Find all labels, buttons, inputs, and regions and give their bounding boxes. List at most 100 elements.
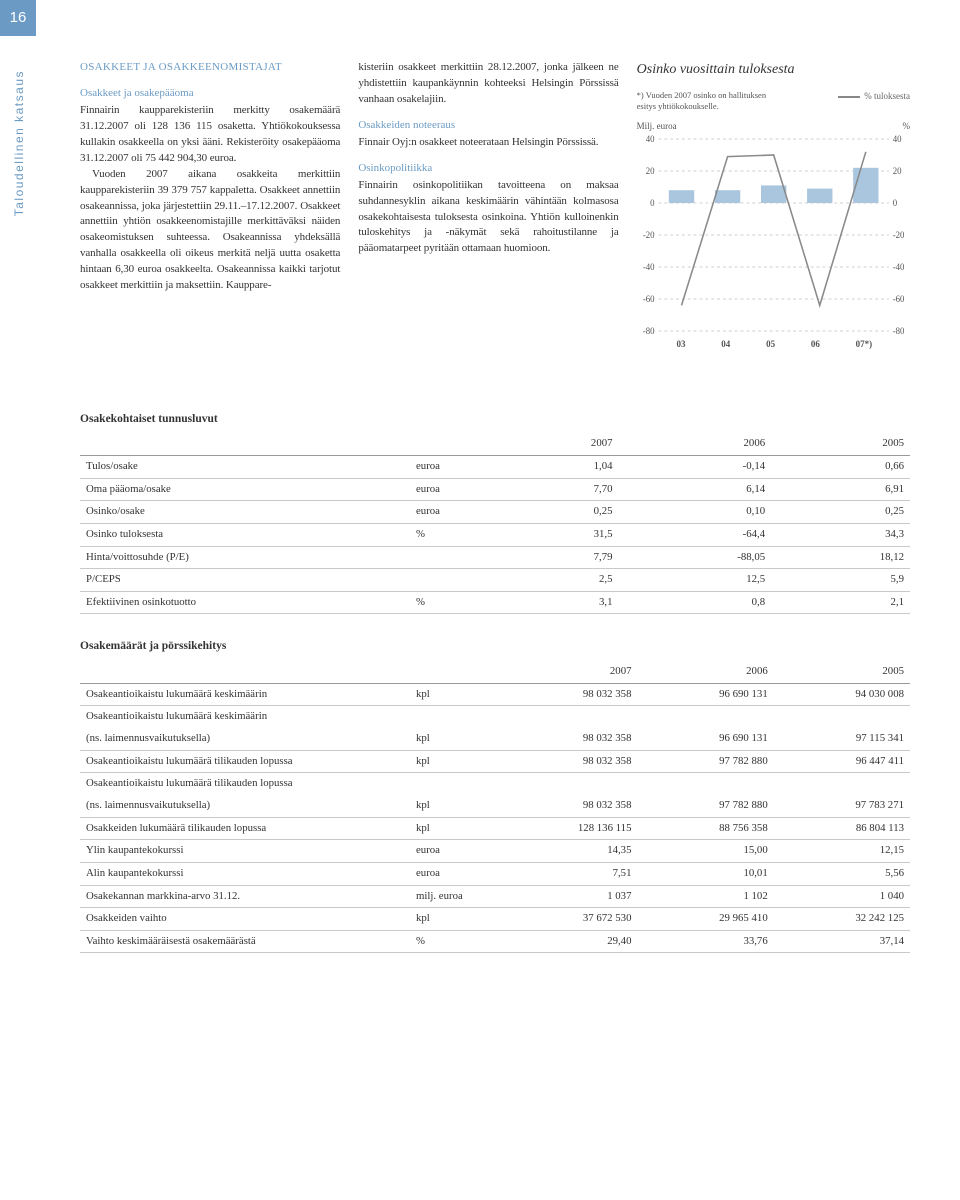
table-cell: 7,51 <box>490 862 637 885</box>
table-row-label: Oma pääoma/osake <box>80 478 410 501</box>
svg-text:40: 40 <box>892 135 901 144</box>
svg-text:-40: -40 <box>892 261 904 271</box>
table-cell: 6,14 <box>619 478 772 501</box>
table-cell: 98 032 358 <box>490 728 637 750</box>
svg-text:20: 20 <box>645 165 654 175</box>
table-cell: milj. euroa <box>410 885 490 908</box>
text-columns: OSAKKEET JA OSAKKEENOMISTAJAT Osakkeet j… <box>80 60 910 351</box>
table-per-share: Osakekohtaiset tunnusluvut 200720062005 T… <box>80 411 910 615</box>
table-cell: kpl <box>410 817 490 840</box>
table-header: 2005 <box>771 433 910 455</box>
table-cell <box>410 546 490 569</box>
table-cell: 98 032 358 <box>490 750 637 773</box>
table-row-label: Vaihto keskimääräisestä osakemäärästä <box>80 930 410 953</box>
table-row-label: Ylin kaupantekokurssi <box>80 840 410 863</box>
table-cell: 97 782 880 <box>637 795 773 817</box>
column-1: OSAKKEET JA OSAKKEENOMISTAJAT Osakkeet j… <box>80 60 340 351</box>
section-subheading: Osinkopolitiikka <box>358 161 618 177</box>
table-row-label: Osakkeiden vaihto <box>80 908 410 931</box>
table-cell: 18,12 <box>771 546 910 569</box>
table-cell: % <box>410 591 490 614</box>
table-cell: 12,5 <box>619 569 772 592</box>
chart-legend-row: *) Vuoden 2007 osinko on hallituksen esi… <box>637 90 910 111</box>
table-cell: 14,35 <box>490 840 637 863</box>
table-cell: 5,56 <box>774 862 910 885</box>
svg-text:-20: -20 <box>892 229 904 239</box>
table-cell: kpl <box>410 750 490 773</box>
table-cell: 98 032 358 <box>490 683 637 706</box>
svg-text:-80: -80 <box>892 325 904 334</box>
table-cell: 88 756 358 <box>637 817 773 840</box>
table-cell: 97 783 271 <box>774 795 910 817</box>
table-cell: 0,66 <box>771 455 910 478</box>
table-row-label: Osakekannan markkina-arvo 31.12. <box>80 885 410 908</box>
table-cell: 7,79 <box>490 546 619 569</box>
table-cell: 1 037 <box>490 885 637 908</box>
table-cell: kpl <box>410 908 490 931</box>
table-cell: kpl <box>410 795 490 817</box>
svg-text:40: 40 <box>645 135 654 144</box>
sidebar-section-label: Taloudellinen katsaus <box>11 70 28 216</box>
table-cell: 33,76 <box>637 930 773 953</box>
chart-x-label: 04 <box>721 338 730 351</box>
chart-footnote: *) Vuoden 2007 osinko on hallituksen esi… <box>637 90 767 111</box>
table-cell: -0,14 <box>619 455 772 478</box>
table-header: 2005 <box>774 661 910 683</box>
table-cell: 12,15 <box>774 840 910 863</box>
table-cell: euroa <box>410 455 490 478</box>
table-cell: 0,8 <box>619 591 772 614</box>
legend-line-icon <box>838 96 860 98</box>
table-cell: 3,1 <box>490 591 619 614</box>
body-paragraph: kisteriin osakkeet merkittiin 28.12.2007… <box>358 60 618 108</box>
body-paragraph: Finnairin kaupparekisteriin merkitty osa… <box>80 103 340 167</box>
table-row-label: Osinko tuloksesta <box>80 523 410 546</box>
right-axis-label: % <box>903 120 911 133</box>
chart-legend: % tuloksesta <box>838 90 910 103</box>
table-cell: 128 136 115 <box>490 817 637 840</box>
svg-text:20: 20 <box>892 165 901 175</box>
chart-x-label: 07*) <box>856 338 873 351</box>
svg-text:-20: -20 <box>643 229 655 239</box>
table-share-counts: Osakemäärät ja pörssikehitys 20072006200… <box>80 638 910 953</box>
table-row-label: Tulos/osake <box>80 455 410 478</box>
table-cell: 7,70 <box>490 478 619 501</box>
table-row-label: (ns. laimennusvaikutuksella) <box>80 728 410 750</box>
table-header: 2006 <box>619 433 772 455</box>
chart-x-label: 05 <box>766 338 775 351</box>
section-subheading: Osakkeet ja osakepääoma <box>80 86 340 102</box>
table-cell: 15,00 <box>637 840 773 863</box>
table-row-label: Osakeantioikaistu lukumäärä tilikauden l… <box>80 773 410 795</box>
table-header <box>410 661 490 683</box>
table-cell: 0,25 <box>771 501 910 524</box>
table-cell: 96 447 411 <box>774 750 910 773</box>
table-cell: 29 965 410 <box>637 908 773 931</box>
table-cell: 37 672 530 <box>490 908 637 931</box>
table-title: Osakekohtaiset tunnusluvut <box>80 411 910 428</box>
svg-text:-60: -60 <box>892 293 904 303</box>
table-title: Osakemäärät ja pörssikehitys <box>80 638 910 655</box>
column-2: kisteriin osakkeet merkittiin 28.12.2007… <box>358 60 618 351</box>
svg-text:-80: -80 <box>643 325 655 334</box>
body-paragraph: Vuoden 2007 aikana osakkeita merkittiin … <box>80 167 340 295</box>
table-cell: 1 102 <box>637 885 773 908</box>
table-cell: kpl <box>410 728 490 750</box>
table-row-label: Osinko/osake <box>80 501 410 524</box>
svg-text:-60: -60 <box>643 293 655 303</box>
table-row-label: Osakeantioikaistu lukumäärä keskimäärin <box>80 683 410 706</box>
body-paragraph: Finnairin osinkopolitiikan tavoitteena o… <box>358 178 618 258</box>
svg-text:-40: -40 <box>643 261 655 271</box>
body-paragraph: Finnair Oyj:n osakkeet noteerataan Helsi… <box>358 135 618 151</box>
table-cell: % <box>410 523 490 546</box>
table-header: 2007 <box>490 433 619 455</box>
table-cell: -64,4 <box>619 523 772 546</box>
table-cell: 10,01 <box>637 862 773 885</box>
table-cell: 5,9 <box>771 569 910 592</box>
table-cell: 37,14 <box>774 930 910 953</box>
section-subheading: Osakkeiden noteeraus <box>358 118 618 134</box>
table-header <box>410 433 490 455</box>
table-cell: 0,25 <box>490 501 619 524</box>
table-cell: 1,04 <box>490 455 619 478</box>
table-header: 2006 <box>637 661 773 683</box>
table-cell: 97 782 880 <box>637 750 773 773</box>
table-cell: 1 040 <box>774 885 910 908</box>
